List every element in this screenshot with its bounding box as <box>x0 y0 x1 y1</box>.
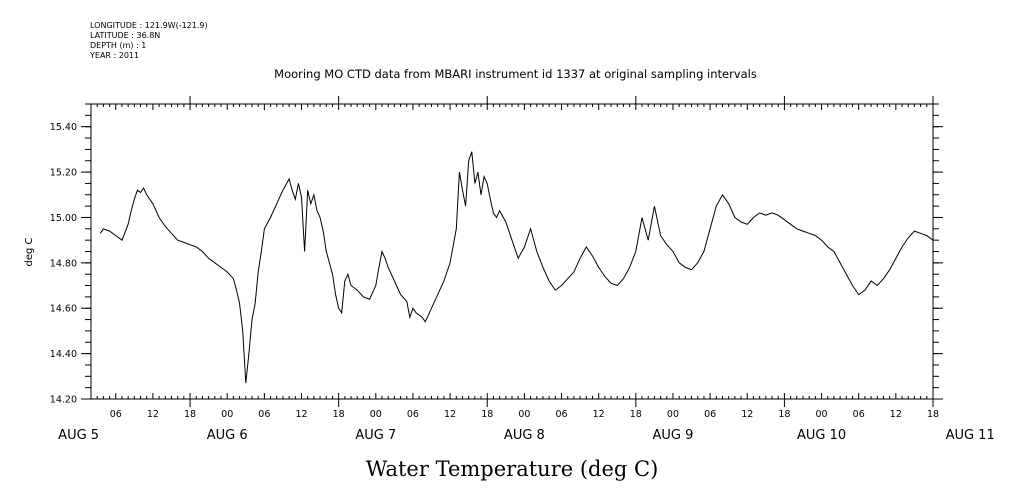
y-tick-label: 15.20 <box>50 168 77 179</box>
depth-text: DEPTH (m) : 1 <box>90 41 147 50</box>
x-tick-label: 12 <box>147 409 159 420</box>
x-tick-label: 12 <box>741 409 753 420</box>
y-tick-label: 14.60 <box>50 304 77 315</box>
chart-title: Mooring MO CTD data from MBARI instrumen… <box>274 67 757 81</box>
x-day-label: AUG 5 <box>58 428 99 443</box>
x-day-label: AUG 9 <box>653 428 694 443</box>
x-tick-label: 06 <box>110 409 122 420</box>
x-tick-label: 06 <box>555 409 567 420</box>
axes: 06 12 18 00 06 12 18 00 06 12 18 00 06 12 18 00 06 12 18 00… <box>50 96 995 443</box>
plot-frame <box>90 103 934 400</box>
x-tick-label: 06 <box>853 409 865 420</box>
x-tick-label: 00 <box>370 409 382 420</box>
x-day-label: AUG 6 <box>207 428 248 443</box>
x-day-label: AUG 8 <box>504 428 545 443</box>
x-tick-label: 00 <box>816 409 828 420</box>
x-tick-label: 18 <box>630 409 642 420</box>
x-tick-label: 06 <box>258 409 270 420</box>
x-tick-label: 12 <box>295 409 307 420</box>
longitude-text: LONGITUDE : 121.9W(-121.9) <box>90 21 208 30</box>
x-day-label: AUG 10 <box>797 428 846 443</box>
x-tick-label: 18 <box>927 409 939 420</box>
x-tick-label: 18 <box>333 409 345 420</box>
x-day-label: AUG 7 <box>355 428 396 443</box>
x-tick-label: 00 <box>221 409 233 420</box>
y-tick-label: 14.80 <box>50 258 77 269</box>
x-tick-label: 00 <box>667 409 679 420</box>
x-tick-label: 18 <box>184 409 196 420</box>
temperature-series-line <box>99 151 934 384</box>
x-tick-label: 06 <box>407 409 419 420</box>
x-tick-label: 06 <box>704 409 716 420</box>
year-text: YEAR : 2011 <box>90 51 140 60</box>
x-axis-label: Water Temperature (deg C) <box>366 457 659 481</box>
x-day-label: AUG 11 <box>946 428 995 443</box>
x-tick-label: 18 <box>778 409 790 420</box>
x-tick-label: 00 <box>518 409 530 420</box>
x-tick-label: 12 <box>890 409 902 420</box>
y-tick-label: 15.40 <box>50 122 77 133</box>
x-tick-label: 12 <box>444 409 456 420</box>
y-tick-label: 15.00 <box>50 213 77 224</box>
x-tick-label: 12 <box>593 409 605 420</box>
y-tick-label: 14.20 <box>50 395 77 406</box>
x-tick-label: 18 <box>481 409 493 420</box>
y-axis-label: deg C <box>24 237 35 266</box>
y-tick-label: 14.40 <box>50 349 77 360</box>
latitude-text: LATITUDE : 36.8N <box>90 31 161 40</box>
metadata-block: LONGITUDE : 121.9W(-121.9) LATITUDE : 36… <box>90 21 208 61</box>
